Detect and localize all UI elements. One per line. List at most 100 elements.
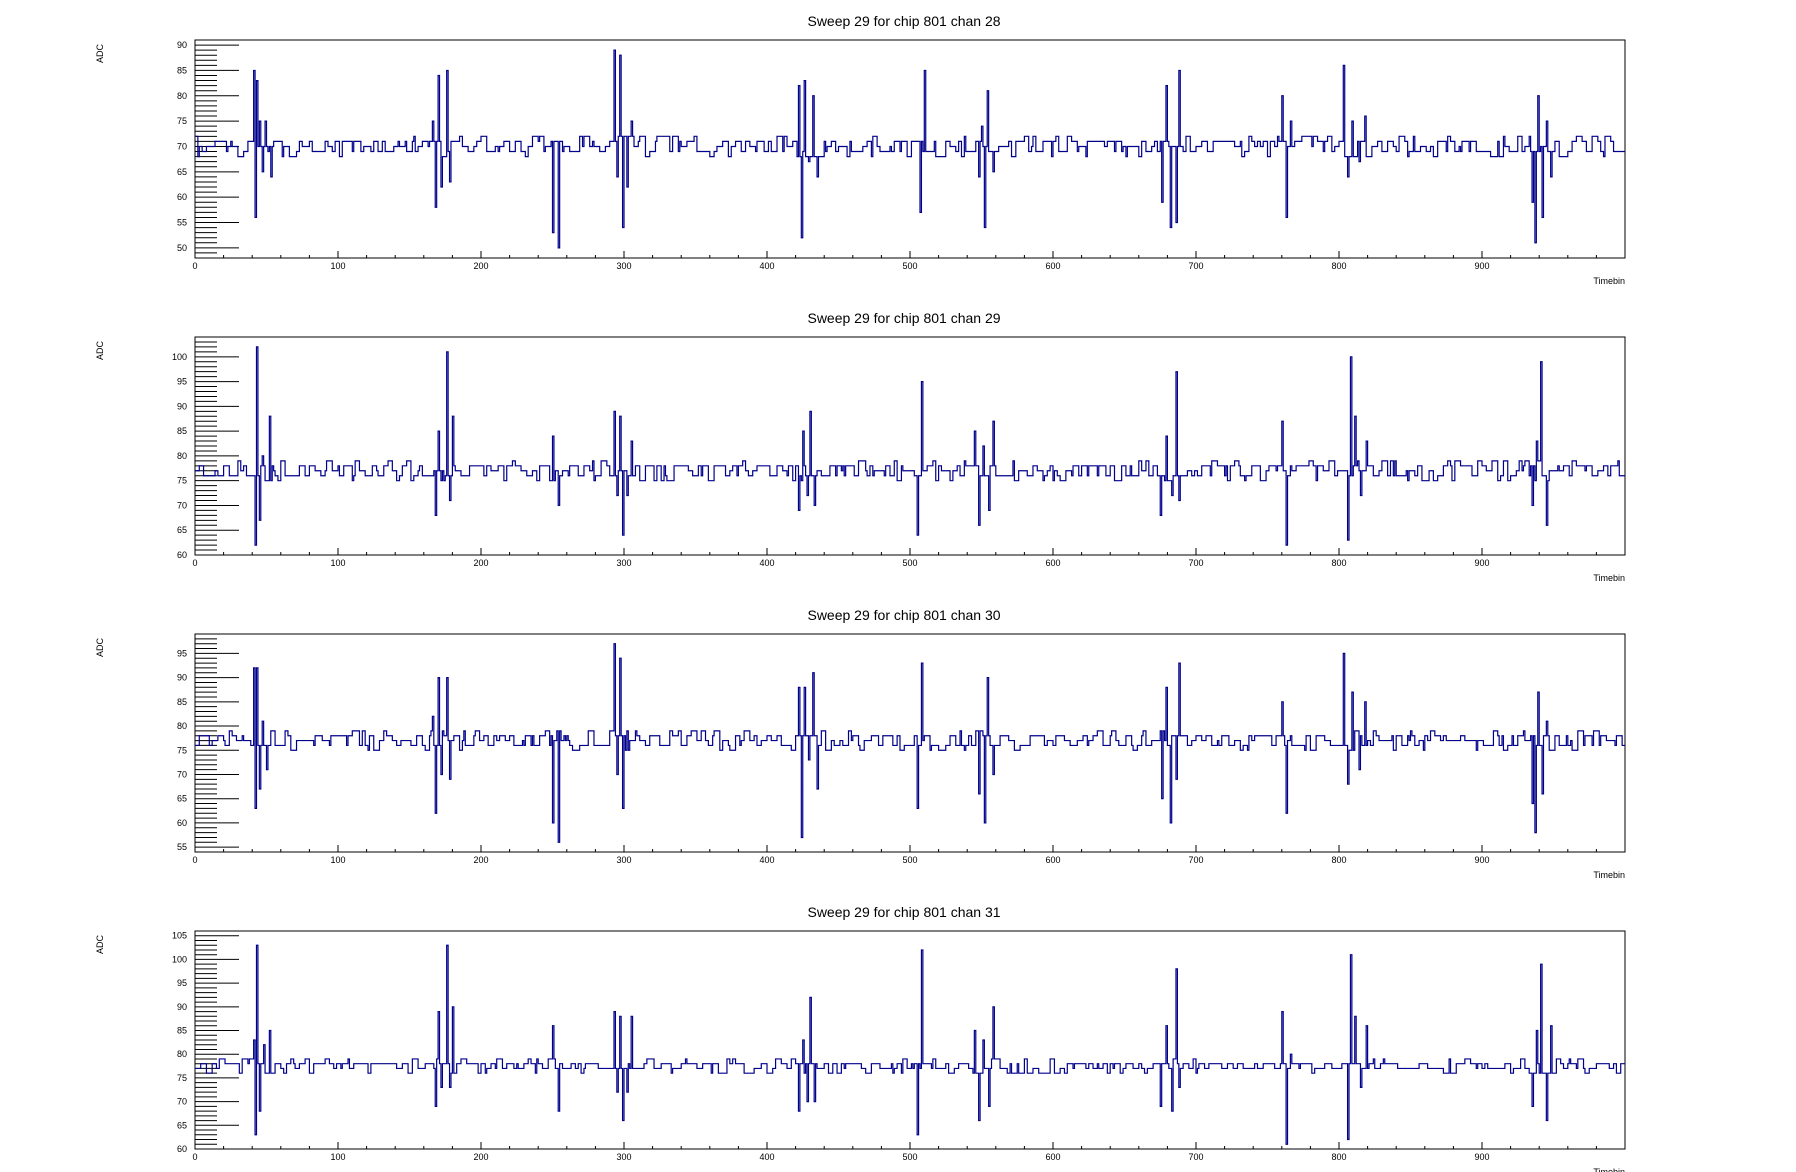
- y-tick-label: 100: [172, 954, 187, 964]
- x-tick-label: 100: [330, 558, 345, 568]
- y-tick-label: 65: [177, 794, 187, 804]
- x-tick-label: 500: [902, 855, 917, 865]
- plot-frame: [194, 336, 1626, 556]
- y-tick-label: 60: [177, 192, 187, 202]
- x-tick-label: 0: [192, 261, 197, 271]
- x-tick-label: 400: [759, 855, 774, 865]
- x-tick-label: 600: [1045, 855, 1060, 865]
- y-tick-label: 70: [177, 769, 187, 779]
- chart-title: Sweep 29 for chip 801 chan 29: [807, 310, 1000, 326]
- y-tick-label: 70: [177, 1097, 187, 1107]
- chart-title: Sweep 29 for chip 801 chan 28: [807, 13, 1000, 29]
- chart-panel-1: Sweep 29 for chip 801 chan 29 ADC Timebin 6…: [95, 310, 1626, 583]
- y-tick-label: 90: [177, 673, 187, 683]
- y-tick-label: 75: [177, 476, 187, 486]
- y-tick-label: 85: [177, 1026, 187, 1036]
- x-tick-label: 900: [1474, 558, 1489, 568]
- chart-title: Sweep 29 for chip 801 chan 31: [807, 904, 1000, 920]
- x-tick-label: 500: [902, 261, 917, 271]
- x-tick-label: 0: [192, 1152, 197, 1162]
- y-axis-label: ADC: [95, 341, 105, 361]
- y-tick-label: 100: [172, 352, 187, 362]
- y-tick-label: 90: [177, 40, 187, 50]
- y-tick-label: 80: [177, 451, 187, 461]
- y-tick-label: 95: [177, 377, 187, 387]
- x-tick-label: 800: [1331, 1152, 1346, 1162]
- y-tick-label: 85: [177, 65, 187, 75]
- x-tick-label: 900: [1474, 261, 1489, 271]
- x-tick-label: 100: [330, 1152, 345, 1162]
- x-tick-label: 300: [616, 261, 631, 271]
- x-tick-label: 600: [1045, 1152, 1060, 1162]
- y-tick-label: 80: [177, 721, 187, 731]
- chart-panel-2: Sweep 29 for chip 801 chan 30 ADC Timebin 5…: [95, 607, 1626, 880]
- x-tick-label: 500: [902, 558, 917, 568]
- plot-frame: [194, 633, 1626, 853]
- y-tick-label: 95: [177, 648, 187, 658]
- y-tick-label: 70: [177, 500, 187, 510]
- x-tick-label: 700: [1188, 261, 1203, 271]
- y-tick-label: 60: [177, 818, 187, 828]
- x-tick-label: 900: [1474, 855, 1489, 865]
- x-tick-label: 800: [1331, 855, 1346, 865]
- y-tick-label: 90: [177, 1002, 187, 1012]
- plot-frame: [194, 39, 1626, 259]
- y-tick-label: 80: [177, 1049, 187, 1059]
- x-tick-label: 300: [616, 855, 631, 865]
- adc-trace: [195, 49, 1625, 249]
- x-tick-label: 400: [759, 558, 774, 568]
- y-tick-label: 60: [177, 550, 187, 560]
- y-tick-label: 60: [177, 1144, 187, 1154]
- y-tick-label: 75: [177, 1073, 187, 1083]
- x-tick-label: 100: [330, 855, 345, 865]
- y-tick-label: 85: [177, 697, 187, 707]
- x-tick-label: 200: [473, 1152, 488, 1162]
- y-axis-label: ADC: [95, 44, 105, 64]
- x-tick-label: 200: [473, 261, 488, 271]
- x-tick-label: 500: [902, 1152, 917, 1162]
- adc-trace: [195, 643, 1625, 843]
- x-tick-label: 100: [330, 261, 345, 271]
- y-tick-label: 50: [177, 243, 187, 253]
- y-tick-label: 65: [177, 167, 187, 177]
- x-tick-label: 600: [1045, 558, 1060, 568]
- y-tick-label: 105: [172, 931, 187, 941]
- x-axis-label: Timebin: [1593, 276, 1625, 286]
- y-axis-label: ADC: [95, 935, 105, 955]
- x-tick-label: 300: [616, 1152, 631, 1162]
- x-tick-label: 800: [1331, 261, 1346, 271]
- x-axis-label: Timebin: [1593, 870, 1625, 880]
- y-tick-label: 75: [177, 745, 187, 755]
- chart-title: Sweep 29 for chip 801 chan 30: [807, 607, 1000, 623]
- y-tick-label: 95: [177, 978, 187, 988]
- y-tick-label: 85: [177, 426, 187, 436]
- x-axis-label: Timebin: [1593, 1167, 1625, 1172]
- x-tick-label: 400: [759, 261, 774, 271]
- y-tick-label: 65: [177, 1120, 187, 1130]
- y-tick-label: 70: [177, 141, 187, 151]
- x-axis-label: Timebin: [1593, 573, 1625, 583]
- x-tick-label: 700: [1188, 1152, 1203, 1162]
- x-tick-label: 800: [1331, 558, 1346, 568]
- x-tick-label: 600: [1045, 261, 1060, 271]
- x-tick-label: 0: [192, 855, 197, 865]
- y-tick-label: 90: [177, 401, 187, 411]
- y-tick-label: 55: [177, 218, 187, 228]
- y-tick-label: 75: [177, 116, 187, 126]
- y-axis-label: ADC: [95, 638, 105, 658]
- x-tick-label: 700: [1188, 855, 1203, 865]
- x-tick-label: 200: [473, 855, 488, 865]
- x-tick-label: 400: [759, 1152, 774, 1162]
- y-tick-label: 80: [177, 91, 187, 101]
- plot-frame: [194, 930, 1626, 1150]
- chart-panel-0: Sweep 29 for chip 801 chan 28 ADC Timebin 5…: [95, 13, 1626, 286]
- y-tick-label: 55: [177, 842, 187, 852]
- y-tick-label: 65: [177, 525, 187, 535]
- chart-panel-3: Sweep 29 for chip 801 chan 31 ADC Timebin 6…: [95, 904, 1626, 1172]
- x-tick-label: 900: [1474, 1152, 1489, 1162]
- x-tick-label: 0: [192, 558, 197, 568]
- adc-trace: [195, 346, 1625, 546]
- x-tick-label: 300: [616, 558, 631, 568]
- x-tick-label: 700: [1188, 558, 1203, 568]
